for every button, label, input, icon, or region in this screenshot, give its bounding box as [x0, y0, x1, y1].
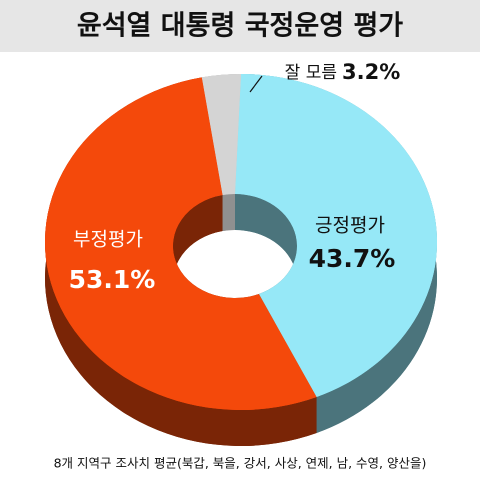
category-label: 잘 모름	[285, 63, 337, 83]
value-label: 53.1%	[69, 265, 156, 294]
slice-inner-wall	[222, 194, 235, 232]
note: 8개 지역구 조사치 평균(북갑, 북을, 강서, 사상, 연제, 남, 수영,…	[54, 456, 427, 471]
category-label: 부정평가	[73, 229, 143, 251]
chart-title: 윤석열 대통령 국정운영 평가	[77, 11, 403, 42]
slice-top	[201, 74, 241, 196]
slice-outer-wall	[45, 77, 317, 447]
slice-top	[45, 77, 317, 411]
value-label: 43.7%	[309, 244, 396, 273]
leader-line	[249, 75, 263, 93]
category-label: 긍정평가	[315, 215, 385, 237]
title-band	[0, 0, 480, 52]
slice-top	[235, 74, 438, 398]
donut: 긍정평가 43.7% 부정평가 53.1%	[45, 74, 438, 447]
value-label: 3.2%	[342, 60, 400, 84]
